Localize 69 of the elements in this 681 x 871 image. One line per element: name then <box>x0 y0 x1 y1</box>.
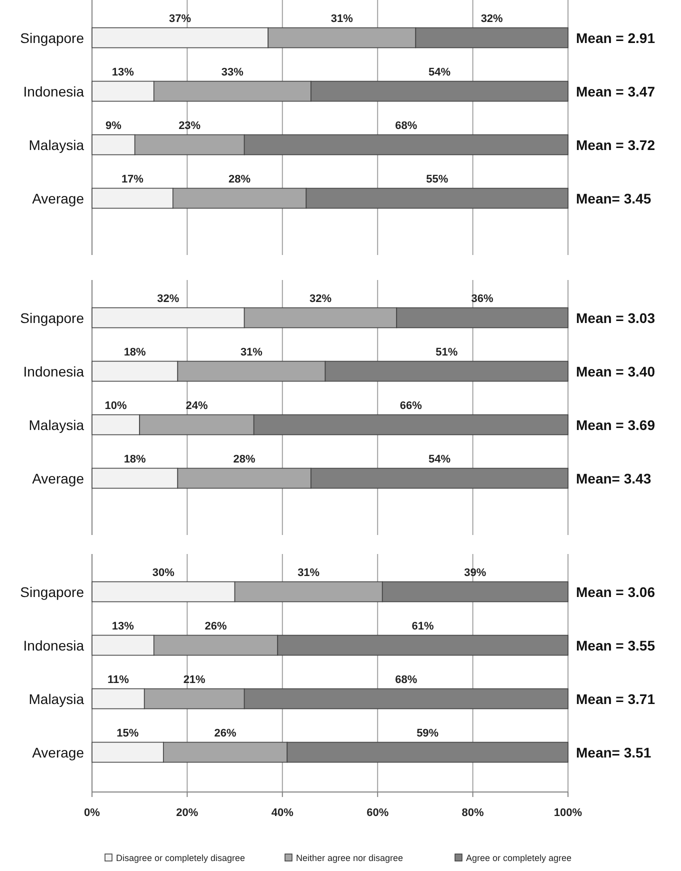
y-tick-label: Singapore <box>20 584 84 600</box>
x-tick-label: 20% <box>176 807 198 819</box>
text: 18% <box>124 346 146 358</box>
x-tick-label: 80% <box>462 807 484 819</box>
y-tick-label: Singapore <box>20 310 84 326</box>
text: 26% <box>204 620 227 632</box>
legend-label: Agree or completely agree <box>466 853 572 863</box>
text: 11% <box>107 674 129 686</box>
text: Mean = 3.47 <box>576 83 656 100</box>
text: 39% <box>464 566 486 579</box>
y-tick-label: Malaysia <box>28 416 84 433</box>
text: 61% <box>412 620 434 632</box>
text: 68% <box>395 120 418 132</box>
text: 66% <box>400 400 422 412</box>
text: 13% <box>112 66 134 78</box>
x-tick-label: 60% <box>366 807 389 819</box>
text: Mean= 3.45 <box>576 190 652 206</box>
y-tick-label: Malaysia <box>28 690 84 707</box>
x-tick-label: 100% <box>554 807 582 819</box>
text: 28% <box>228 173 251 186</box>
y-tick-label: Average <box>32 470 84 486</box>
text: Mean = 3.40 <box>576 363 656 380</box>
y-tick-label: Indonesia <box>23 637 84 654</box>
text: Mean = 3.55 <box>576 637 656 654</box>
text: Mean= 3.43 <box>576 470 652 486</box>
text: 30% <box>152 566 174 579</box>
text: Mean = 3.06 <box>576 584 656 600</box>
text: Mean = 3.71 <box>576 690 656 707</box>
text: 59% <box>416 727 439 740</box>
text: 23% <box>178 120 201 132</box>
text: Mean = 3.72 <box>576 136 656 153</box>
text: 51% <box>436 346 458 358</box>
text: 28% <box>233 453 256 466</box>
text: 68% <box>395 674 418 686</box>
text: 24% <box>186 400 208 412</box>
y-tick-label: Malaysia <box>28 136 84 153</box>
text: Mean= 3.51 <box>576 744 652 760</box>
text: 31% <box>298 566 320 579</box>
y-tick-label: Average <box>32 744 84 760</box>
text: Mean = 2.91 <box>576 30 656 46</box>
text: 21% <box>183 674 206 686</box>
x-tick-label: 0% <box>84 807 100 819</box>
text: 31% <box>330 12 353 25</box>
text: Mean = 3.03 <box>576 310 656 326</box>
text: 26% <box>214 727 236 740</box>
text: 10% <box>104 400 127 412</box>
y-tick-label: Singapore <box>20 30 84 46</box>
text: 37% <box>169 12 192 25</box>
text: 31% <box>240 346 262 358</box>
text: 32% <box>480 12 503 25</box>
text: Mean = 3.69 <box>576 416 656 433</box>
text: 17% <box>121 173 144 186</box>
text: 55% <box>426 173 448 186</box>
x-tick-label: 40% <box>271 807 294 819</box>
text: 32% <box>309 292 332 305</box>
text: 36% <box>471 292 494 305</box>
text: 15% <box>116 727 139 740</box>
y-tick-label: Average <box>32 190 84 206</box>
text: 54% <box>428 66 450 78</box>
text: 54% <box>428 453 450 466</box>
text: 9% <box>105 120 122 132</box>
text: 32% <box>157 292 180 305</box>
text: 18% <box>124 453 146 466</box>
legend-label: Disagree or completely disagree <box>116 853 246 863</box>
y-tick-label: Indonesia <box>23 83 84 100</box>
text: 33% <box>221 66 244 78</box>
text: 13% <box>112 620 134 632</box>
y-tick-label: Indonesia <box>23 363 84 380</box>
legend-label: Neither agree nor disagree <box>296 853 404 863</box>
